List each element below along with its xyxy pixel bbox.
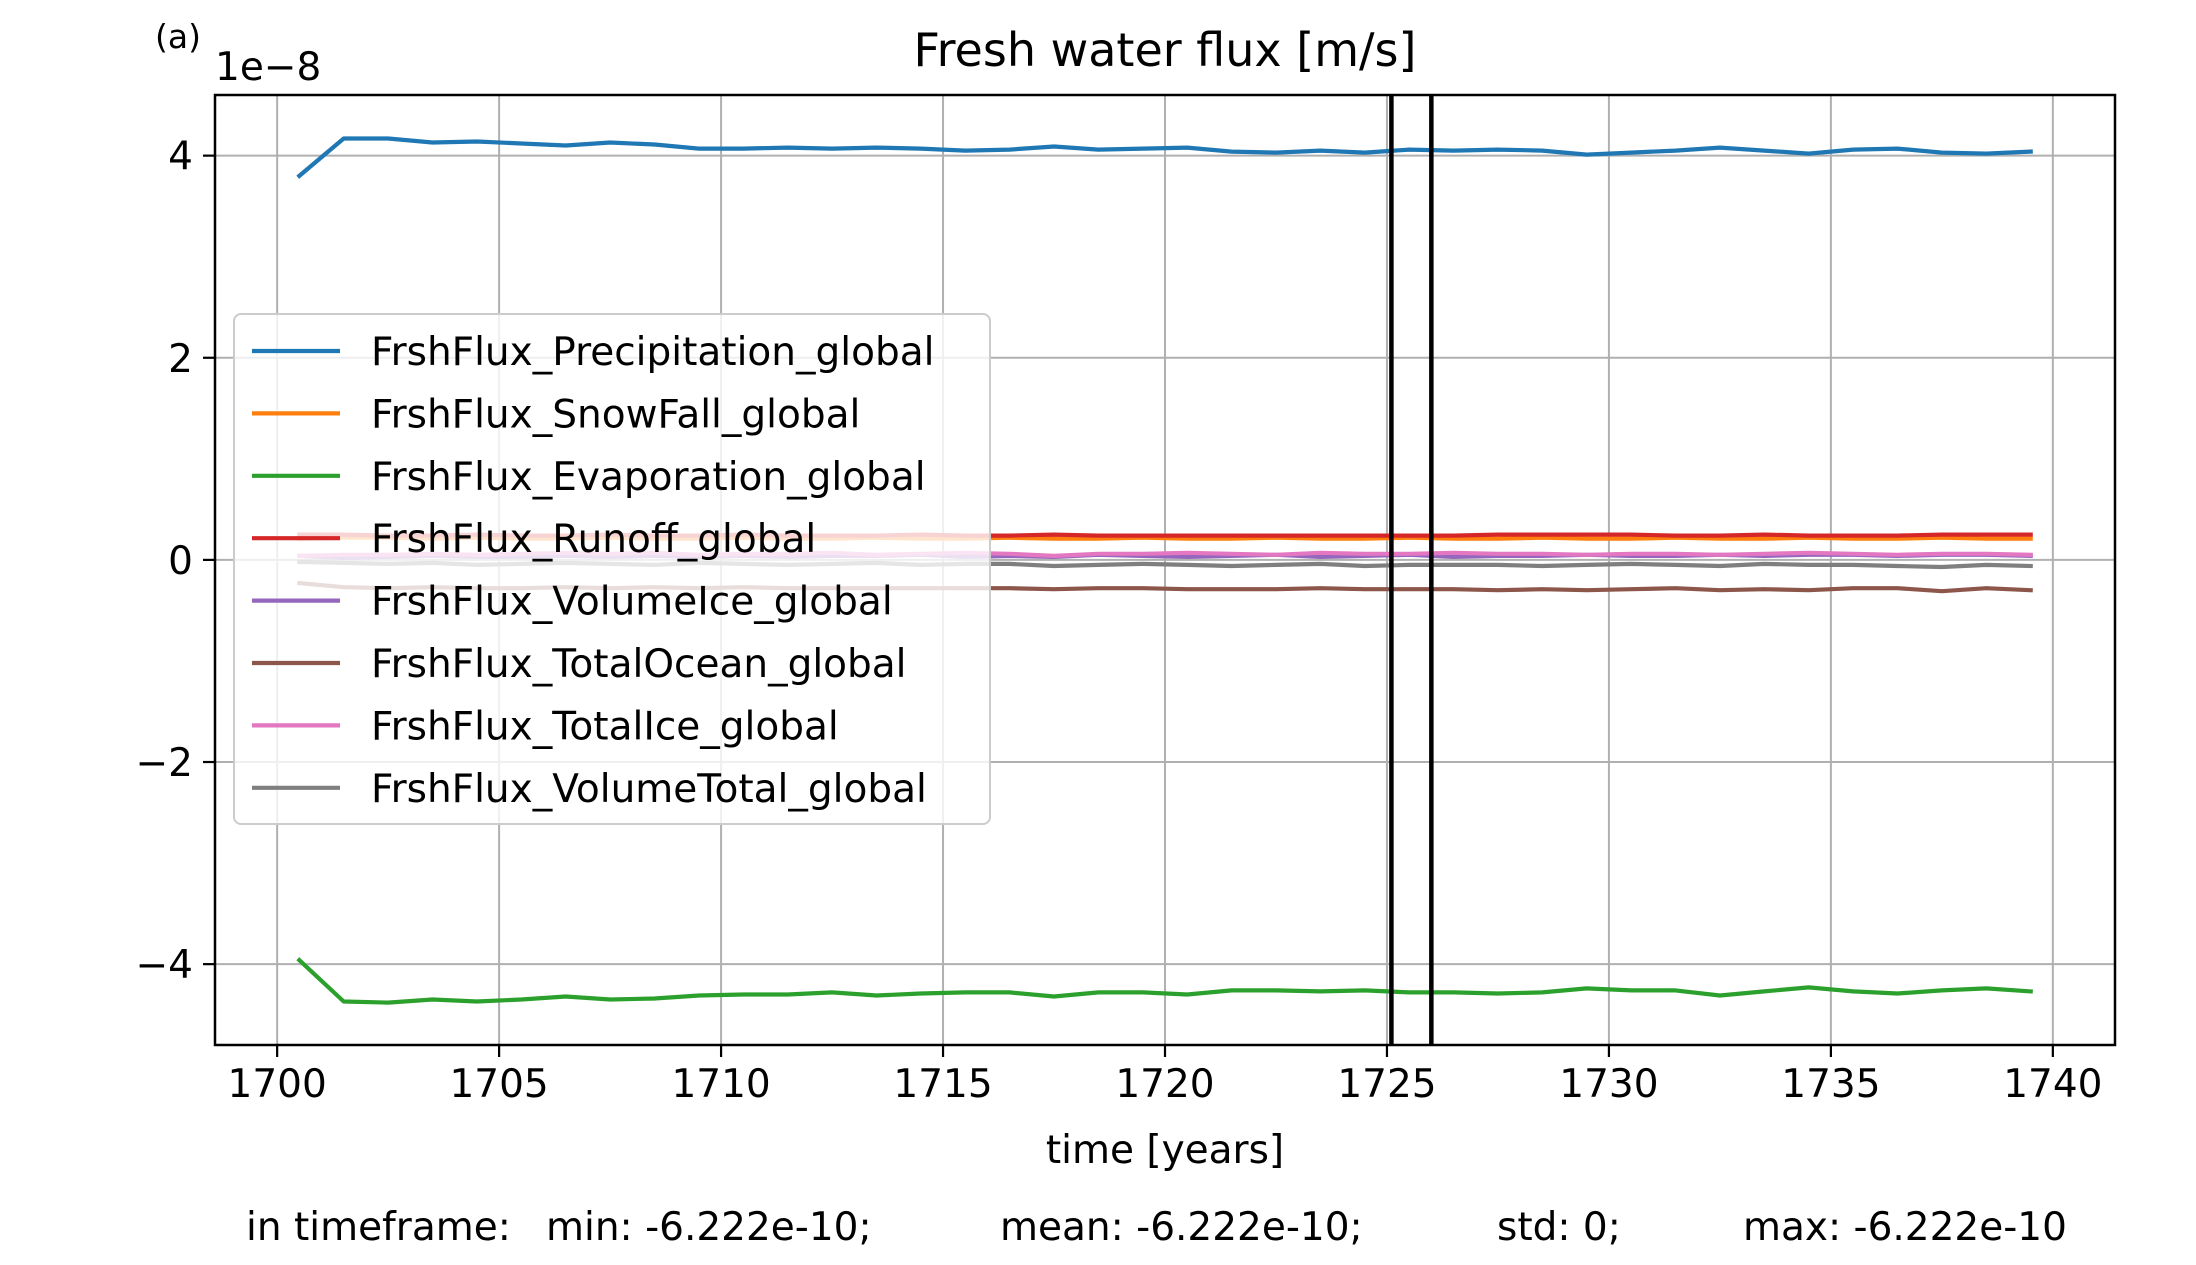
timeframe-stats: in timeframe: min: -6.222e-10; mean: -6.… (0, 1205, 2196, 1265)
x-tick-label: 1725 (1337, 1062, 1436, 1107)
axis-ticks: 1700 1705 1710 1715 1720 1725 1730 1735 1740 −4 −2… (136, 135, 2103, 1107)
legend-entry: FrshFlux_TotalOcean_global (371, 642, 907, 687)
legend-entry: FrshFlux_VolumeIce_global (371, 580, 893, 625)
stats-prefix: in timeframe: (246, 1205, 511, 1250)
x-axis-label: time [years] (1046, 1128, 1284, 1173)
y-scale-label: 1e−8 (215, 45, 321, 90)
legend-box (233, 313, 991, 825)
x-tick-label: 1710 (671, 1062, 770, 1107)
y-tick-label: 0 (168, 539, 193, 584)
stats-std: std: 0; (1497, 1205, 1621, 1250)
y-tick-label: −2 (136, 741, 194, 786)
y-tick-label: −4 (136, 943, 194, 988)
x-tick-label: 1705 (449, 1062, 548, 1107)
legend-entry: FrshFlux_VolumeTotal_global (371, 767, 927, 812)
x-tick-label: 1720 (1115, 1062, 1214, 1107)
stats-mean: mean: -6.222e-10; (1000, 1205, 1363, 1250)
x-tick-label: 1700 (228, 1062, 327, 1107)
panel-label: (a) (155, 17, 201, 56)
legend-entry: FrshFlux_SnowFall_global (371, 392, 860, 437)
series-line (296, 136, 2033, 179)
x-tick-label: 1735 (1781, 1062, 1880, 1107)
legend-entry: FrshFlux_TotalIce_global (371, 704, 839, 749)
vertical-markers (1389, 95, 1434, 1045)
chart-title: Fresh water flux [m/s] (914, 23, 1417, 77)
legend: FrshFlux_Precipitation_global FrshFlux_Sn… (233, 313, 991, 825)
legend-entry: FrshFlux_Runoff_global (371, 517, 816, 562)
x-tick-label: 1740 (2003, 1062, 2102, 1107)
legend-entry: FrshFlux_Evaporation_global (371, 455, 926, 500)
legend-entry: FrshFlux_Precipitation_global (371, 330, 934, 375)
stats-max: max: -6.222e-10 (1743, 1205, 2067, 1250)
y-tick-label: 2 (168, 337, 193, 382)
x-tick-label: 1715 (893, 1062, 992, 1107)
stats-min: min: -6.222e-10; (546, 1205, 872, 1250)
x-tick-label: 1730 (1559, 1062, 1658, 1107)
y-tick-label: 4 (168, 135, 193, 180)
series-line (296, 957, 2033, 1005)
